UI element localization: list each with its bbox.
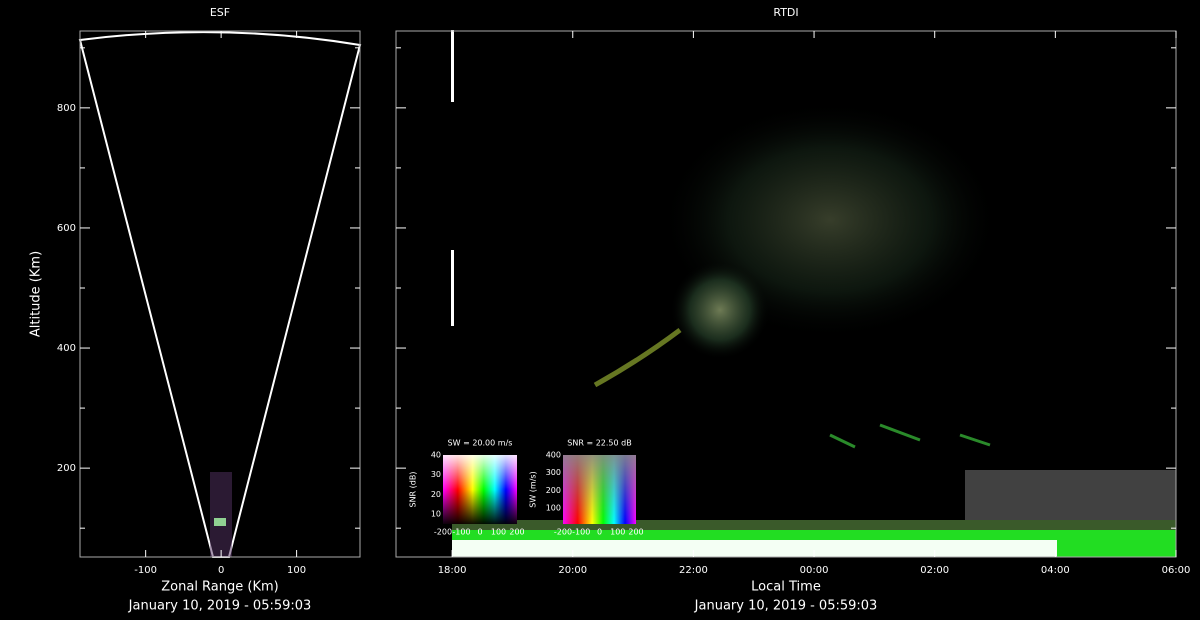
inset-y-label: SW (m/s) — [529, 471, 538, 507]
x-tick-label: 22:00 — [679, 565, 708, 576]
inset-y-tick-label: 30 — [431, 470, 441, 479]
rtdi-echo — [451, 250, 454, 326]
timestamp: January 10, 2019 - 05:59:03 — [694, 599, 878, 614]
x-tick-label: 18:00 — [438, 565, 467, 576]
x-tick-label: 00:00 — [800, 565, 829, 576]
y-tick-label: 200 — [57, 463, 76, 474]
y-axis-label: Altitude (Km) — [29, 251, 44, 337]
rtdi-echo — [593, 327, 682, 388]
inset-y-tick-label: 100 — [546, 504, 561, 513]
inset-y-tick-label: 10 — [431, 510, 441, 519]
x-tick-label: 04:00 — [1041, 565, 1070, 576]
inset-y-tick-label: 400 — [546, 451, 561, 460]
rtdi-echo — [670, 260, 770, 360]
x-tick-label: 100 — [287, 565, 306, 576]
inset-title: SNR = 22.50 dB — [567, 439, 631, 448]
y-tick-label: 400 — [57, 343, 76, 354]
x-axis-label: Zonal Range (Km) — [161, 580, 278, 595]
inset-y-tick-label: 200 — [546, 486, 561, 495]
x-axis-label: Local Time — [751, 580, 821, 595]
rtdi-echo — [451, 30, 454, 102]
inset-x-tick-label: -200 — [434, 528, 452, 537]
panel-title: ESF — [210, 6, 230, 19]
inset-y-tick-label: 20 — [431, 490, 441, 499]
inset-x-tick-label: 200 — [509, 528, 524, 537]
x-tick-label: 0 — [218, 565, 224, 576]
inset-x-tick-label: 200 — [628, 528, 643, 537]
rtdi-echo — [452, 540, 1057, 557]
x-tick-label: 02:00 — [920, 565, 949, 576]
y-tick-label: 800 — [57, 103, 76, 114]
inset-x-tick-label: 0 — [477, 528, 482, 537]
x-tick-label: -100 — [134, 565, 157, 576]
timestamp: January 10, 2019 - 05:59:03 — [128, 599, 312, 614]
inset-title: SW = 20.00 m/s — [448, 439, 513, 448]
x-tick-label: 06:00 — [1162, 565, 1191, 576]
y-tick-label: 600 — [57, 223, 76, 234]
inset-x-tick-label: 100 — [610, 528, 625, 537]
esf-echo — [210, 472, 232, 557]
rtdi-echo — [452, 520, 1176, 530]
inset-x-tick-label: -100 — [572, 528, 590, 537]
inset-y-label: SNR (dB) — [409, 472, 418, 508]
inset-x-tick-label: -100 — [452, 528, 470, 537]
esf-echo — [214, 518, 226, 526]
rtdi-echo — [829, 423, 991, 449]
inset-x-tick-label: 100 — [491, 528, 506, 537]
colorkey-1-shade — [443, 455, 517, 524]
inset-x-tick-label: 0 — [597, 528, 602, 537]
esf-frame — [79, 30, 361, 558]
inset-x-tick-label: -200 — [554, 528, 572, 537]
panel-title: RTDI — [773, 6, 798, 19]
inset-y-tick-label: 300 — [546, 468, 561, 477]
inset-y-tick-label: 40 — [431, 451, 441, 460]
x-tick-label: 20:00 — [558, 565, 587, 576]
colorkey-2-shade — [563, 455, 636, 524]
rtdi-frame — [395, 30, 1177, 558]
